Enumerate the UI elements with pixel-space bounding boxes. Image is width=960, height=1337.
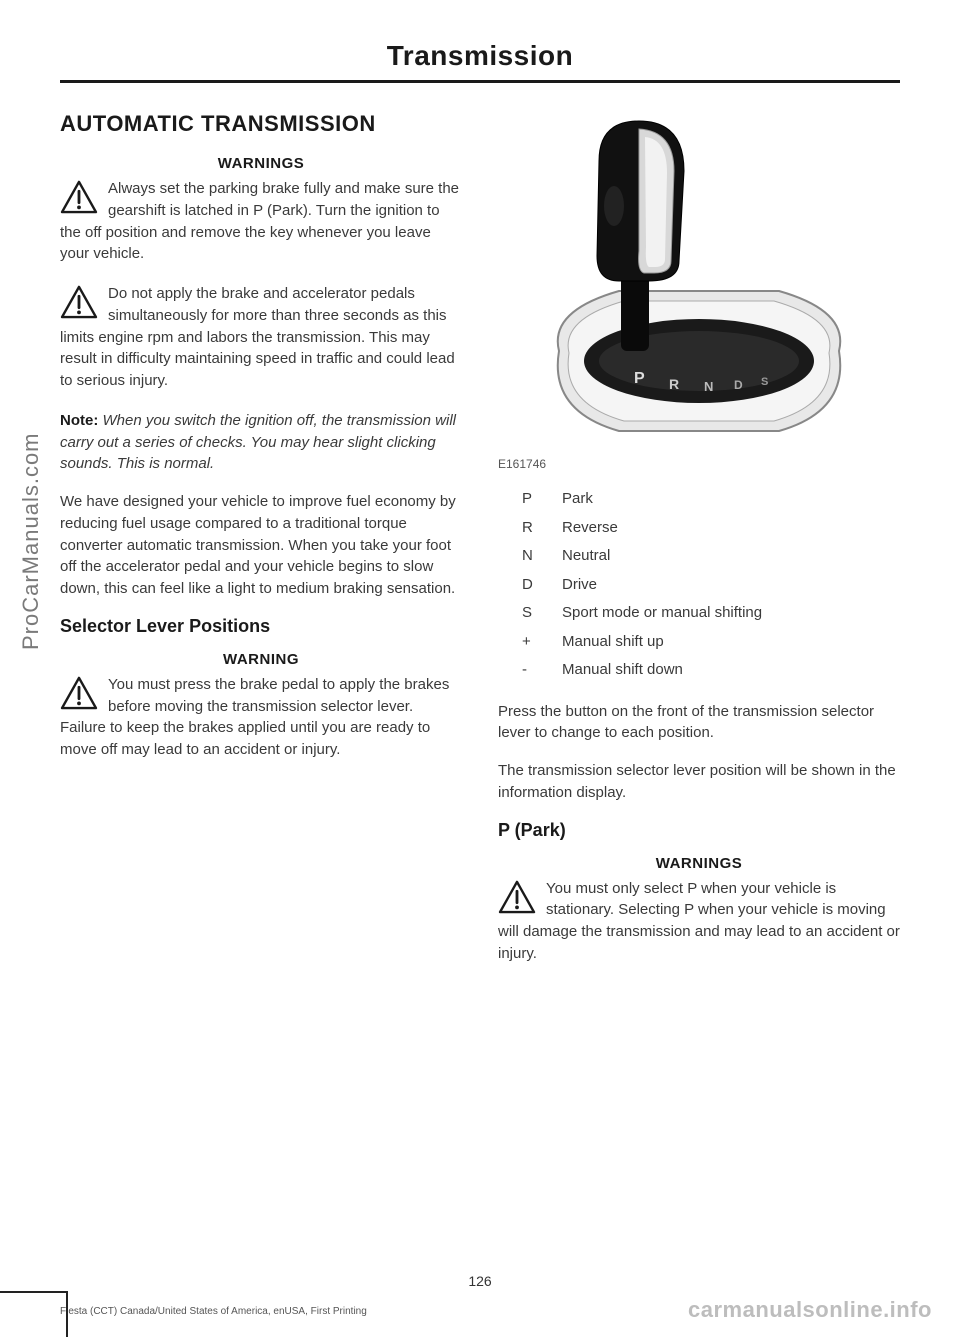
gear-definitions-list: P Park R Reverse N Neutral D Drive S Sport mo… (522, 485, 900, 685)
warning-block-1: Always set the parking brake fully and m… (60, 178, 462, 265)
gearshift-illustration: P R N D S (498, 111, 900, 451)
gear-symbol: D (522, 571, 540, 600)
list-item: R Reverse (522, 514, 900, 543)
warning-4-text: You must only select P when your vehicle… (498, 880, 900, 962)
footer-right-watermark: carmanualsonline.info (688, 1297, 932, 1323)
warnings-header: WARNINGS (60, 155, 462, 172)
warning-triangle-icon (498, 880, 536, 921)
note-paragraph: Note: When you switch the ignition off, … (60, 410, 462, 475)
page-footer: 126 (0, 1273, 960, 1291)
warning-1-text: Always set the parking brake fully and m… (60, 180, 459, 262)
gear-symbol: P (522, 485, 540, 514)
svg-text:P: P (634, 370, 645, 387)
svg-text:S: S (761, 376, 768, 388)
warning-triangle-icon (60, 180, 98, 221)
left-column: AUTOMATIC TRANSMISSION WARNINGS Always s… (60, 111, 462, 983)
list-item: -Manual shift down (522, 656, 900, 685)
warning-triangle-icon (60, 285, 98, 326)
gear-symbol: N (522, 542, 540, 571)
warning-triangle-icon (60, 676, 98, 717)
svg-text:R: R (669, 376, 679, 392)
gear-symbol: + (522, 628, 540, 657)
chapter-title: Transmission (60, 40, 900, 72)
park-title: P (Park) (498, 820, 900, 841)
gear-symbol: S (522, 599, 540, 628)
body-paragraph-1: We have designed your vehicle to improve… (60, 491, 462, 600)
right-column: P R N D S E161746 P Park (498, 111, 900, 983)
image-code: E161746 (498, 457, 900, 471)
note-label: Note: (60, 412, 98, 429)
warning-3-text: You must press the brake pedal to apply … (60, 676, 449, 758)
warning-block-2: Do not apply the brake and accelerator p… (60, 283, 462, 392)
list-item: P Park (522, 485, 900, 514)
page-number: 126 (468, 1273, 491, 1289)
gear-label: Reverse (562, 514, 618, 543)
gear-symbol: - (522, 656, 540, 685)
svg-text:D: D (734, 378, 743, 392)
body-paragraph-2: Press the button on the front of the tra… (498, 701, 900, 745)
warning-block-3: You must press the brake pedal to apply … (60, 674, 462, 761)
warning-block-4: You must only select P when your vehicle… (498, 878, 900, 965)
side-watermark: ProCarManuals.com (18, 432, 44, 650)
body-paragraph-3: The transmission selector lever position… (498, 760, 900, 804)
gear-symbol: R (522, 514, 540, 543)
warning-2-text: Do not apply the brake and accelerator p… (60, 285, 455, 389)
gear-label: Drive (562, 571, 597, 600)
list-item: + Manual shift up (522, 628, 900, 657)
warnings-header-park: WARNINGS (498, 855, 900, 872)
gear-label: Sport mode or manual shifting (562, 599, 762, 628)
list-item: N Neutral (522, 542, 900, 571)
gear-label: Neutral (562, 542, 610, 571)
footer-left-text: Fiesta (CCT) Canada/United States of Ame… (60, 1306, 367, 1317)
crop-mark (0, 1291, 68, 1337)
list-item: S Sport mode or manual shifting (522, 599, 900, 628)
gear-label: Manual shift down (562, 656, 683, 685)
title-rule (60, 80, 900, 83)
selector-lever-title: Selector Lever Positions (60, 616, 462, 637)
warning-header-single: WARNING (60, 651, 462, 668)
svg-text:N: N (704, 379, 713, 394)
gear-label: Park (562, 485, 593, 514)
gear-label: Manual shift up (562, 628, 664, 657)
list-item: D Drive (522, 571, 900, 600)
section-title: AUTOMATIC TRANSMISSION (60, 111, 462, 137)
note-text: When you switch the ignition off, the tr… (60, 412, 456, 473)
